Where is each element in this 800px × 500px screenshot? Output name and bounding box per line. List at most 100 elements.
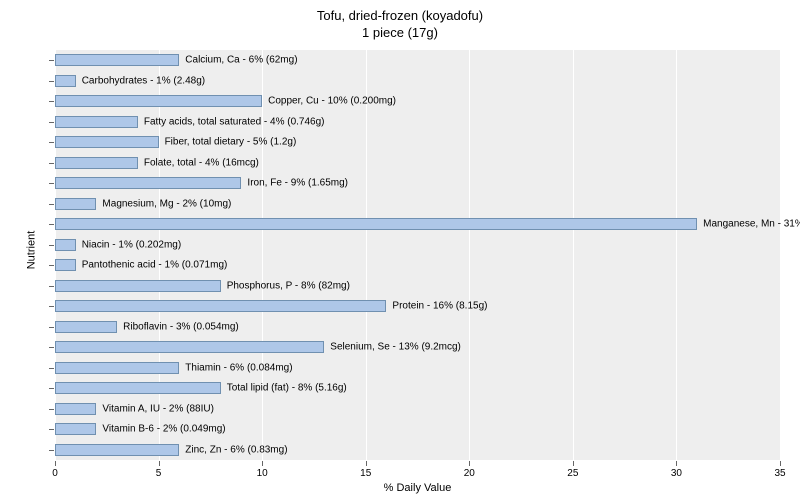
bar-label: Vitamin A, IU - 2% (88IU) (96, 403, 214, 414)
y-tick (49, 204, 54, 205)
nutrient-chart: Tofu, dried-frozen (koyadofu) 1 piece (1… (0, 0, 800, 500)
y-tick (49, 245, 54, 246)
y-tick (49, 429, 54, 430)
y-tick (49, 450, 54, 451)
bar-label: Manganese, Mn - 31% (0.627mg) (697, 219, 800, 230)
bar (55, 444, 179, 456)
bar-row: Selenium, Se - 13% (9.2mcg) (55, 341, 324, 353)
grid-line (573, 50, 574, 460)
bar (55, 198, 96, 210)
bar-row: Total lipid (fat) - 8% (5.16g) (55, 382, 221, 394)
bar-row: Vitamin B-6 - 2% (0.049mg) (55, 423, 96, 435)
bar-label: Niacin - 1% (0.202mg) (76, 239, 181, 250)
bar-row: Phosphorus, P - 8% (82mg) (55, 280, 221, 292)
bar (55, 177, 241, 189)
y-axis-label: Nutrient (25, 231, 37, 270)
y-tick (49, 306, 54, 307)
y-tick (49, 122, 54, 123)
bar (55, 95, 262, 107)
bar (55, 157, 138, 169)
x-tick-label: 20 (464, 460, 475, 479)
bar (55, 136, 159, 148)
bar-row: Riboflavin - 3% (0.054mg) (55, 321, 117, 333)
bar (55, 341, 324, 353)
bar-row: Fatty acids, total saturated - 4% (0.746… (55, 116, 138, 128)
bar (55, 423, 96, 435)
y-tick (49, 265, 54, 266)
bar-row: Carbohydrates - 1% (2.48g) (55, 75, 76, 87)
x-tick-label: 5 (156, 460, 162, 479)
x-tick-label: 35 (774, 460, 785, 479)
bar (55, 239, 76, 251)
y-tick (49, 286, 54, 287)
grid-line (780, 50, 781, 460)
bar-row: Manganese, Mn - 31% (0.627mg) (55, 218, 697, 230)
y-tick (49, 368, 54, 369)
bar-label: Magnesium, Mg - 2% (10mg) (96, 198, 231, 209)
x-tick-label: 10 (257, 460, 268, 479)
bar (55, 75, 76, 87)
bar (55, 321, 117, 333)
bar-label: Folate, total - 4% (16mcg) (138, 157, 259, 168)
plot-area: 05101520253035Calcium, Ca - 6% (62mg)Car… (55, 50, 780, 460)
bar-row: Zinc, Zn - 6% (0.83mg) (55, 444, 179, 456)
bar-label: Fiber, total dietary - 5% (1.2g) (159, 137, 297, 148)
bar-row: Iron, Fe - 9% (1.65mg) (55, 177, 241, 189)
grid-line (159, 50, 160, 460)
bar-row: Folate, total - 4% (16mcg) (55, 157, 138, 169)
bar-row: Magnesium, Mg - 2% (10mg) (55, 198, 96, 210)
bar (55, 259, 76, 271)
title-line2: 1 piece (17g) (362, 25, 438, 40)
bar-row: Protein - 16% (8.15g) (55, 300, 386, 312)
grid-line (55, 50, 56, 460)
bar-label: Riboflavin - 3% (0.054mg) (117, 321, 239, 332)
bar (55, 218, 697, 230)
y-tick (49, 183, 54, 184)
bar-row: Calcium, Ca - 6% (62mg) (55, 54, 179, 66)
bar (55, 280, 221, 292)
bar-row: Copper, Cu - 10% (0.200mg) (55, 95, 262, 107)
x-tick-label: 25 (567, 460, 578, 479)
bar-label: Fatty acids, total saturated - 4% (0.746… (138, 116, 325, 127)
x-axis-label: % Daily Value (55, 482, 780, 494)
grid-line (262, 50, 263, 460)
bar-row: Niacin - 1% (0.202mg) (55, 239, 76, 251)
title-line1: Tofu, dried-frozen (koyadofu) (317, 8, 483, 23)
bar-label: Copper, Cu - 10% (0.200mg) (262, 96, 396, 107)
bar-row: Fiber, total dietary - 5% (1.2g) (55, 136, 159, 148)
y-tick (49, 142, 54, 143)
y-tick (49, 81, 54, 82)
bar-label: Zinc, Zn - 6% (0.83mg) (179, 444, 287, 455)
y-tick (49, 101, 54, 102)
x-tick-label: 0 (52, 460, 58, 479)
x-tick-label: 15 (360, 460, 371, 479)
bar-label: Phosphorus, P - 8% (82mg) (221, 280, 350, 291)
bar (55, 54, 179, 66)
y-tick (49, 347, 54, 348)
bar (55, 362, 179, 374)
grid-line (676, 50, 677, 460)
y-tick (49, 409, 54, 410)
y-tick (49, 224, 54, 225)
bar-row: Vitamin A, IU - 2% (88IU) (55, 403, 96, 415)
bar (55, 403, 96, 415)
bar (55, 116, 138, 128)
bar-label: Vitamin B-6 - 2% (0.049mg) (96, 424, 225, 435)
bar-label: Protein - 16% (8.15g) (386, 301, 487, 312)
bar-label: Calcium, Ca - 6% (62mg) (179, 55, 297, 66)
bar-label: Iron, Fe - 9% (1.65mg) (241, 178, 348, 189)
y-tick (49, 388, 54, 389)
x-tick-label: 30 (671, 460, 682, 479)
bar-label: Total lipid (fat) - 8% (5.16g) (221, 383, 347, 394)
grid-line (469, 50, 470, 460)
bar-label: Pantothenic acid - 1% (0.071mg) (76, 260, 228, 271)
y-tick (49, 163, 54, 164)
y-tick (49, 327, 54, 328)
bar-label: Thiamin - 6% (0.084mg) (179, 362, 292, 373)
bar-row: Thiamin - 6% (0.084mg) (55, 362, 179, 374)
bar-row: Pantothenic acid - 1% (0.071mg) (55, 259, 76, 271)
bar-label: Carbohydrates - 1% (2.48g) (76, 75, 205, 86)
chart-title: Tofu, dried-frozen (koyadofu) 1 piece (1… (0, 8, 800, 42)
bar (55, 300, 386, 312)
bar (55, 382, 221, 394)
